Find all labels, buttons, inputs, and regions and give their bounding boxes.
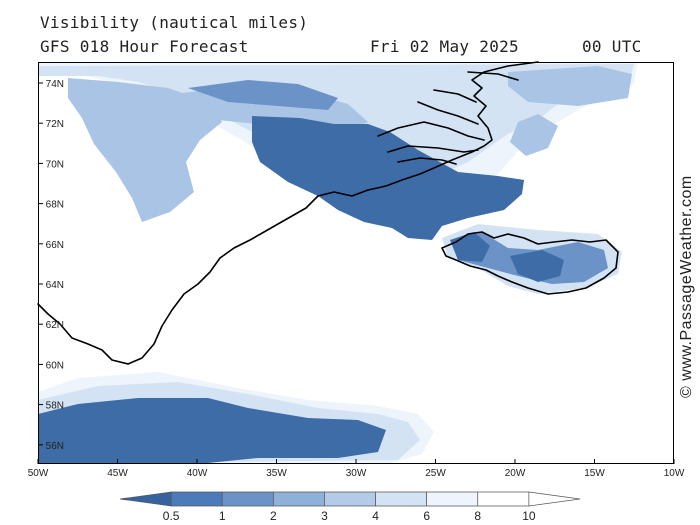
colorbar-segment [375, 491, 428, 507]
colorbar-labels: 0.5 1 2 3 4 6 8 10 [163, 509, 536, 523]
colorbar-label: 6 [423, 509, 430, 523]
lon-tick-label: 50W [28, 468, 49, 479]
lat-tick-label: 66N [46, 240, 64, 251]
colorbar-label: 3 [321, 509, 328, 523]
colorbar-label: 8 [474, 509, 481, 523]
lat-tick-label: 70N [46, 159, 64, 170]
lat-tick-label: 72N [46, 119, 64, 130]
lon-tick-label: 35W [266, 468, 287, 479]
visibility-zone-dark-denmark-strait [252, 116, 524, 240]
visibility-colorbar: 0.5 1 2 3 4 6 8 10 [119, 491, 581, 523]
lat-tick-label: 60N [46, 360, 64, 371]
colorbar-label: 10 [522, 509, 536, 523]
colorbar-label: 1 [219, 509, 226, 523]
visibility-zone-light-east [510, 114, 558, 156]
visibility-zone-dark-iceland-west [510, 250, 564, 282]
lon-tick-label: 20W [505, 468, 526, 479]
lon-tick-label: 40W [187, 468, 208, 479]
lon-tick-label: 45W [107, 468, 128, 479]
lon-tick-label: 10W [664, 468, 685, 479]
forecast-subtitle: GFS 018 Hour Forecast [40, 37, 249, 56]
map-title: Visibility (nautical miles) [40, 13, 309, 32]
lat-tick-label: 68N [46, 200, 64, 211]
lat-tick-label: 58N [46, 401, 64, 412]
colorbar-label: 2 [270, 509, 277, 523]
colorbar-segment [272, 491, 325, 507]
colorbar-segment [528, 491, 581, 507]
colorbar-label: 4 [372, 509, 379, 523]
greenland-east-fjords [377, 71, 519, 165]
colorbar-segment [477, 491, 530, 507]
visibility-fields [38, 62, 638, 464]
lat-tick-label: 74N [46, 79, 64, 90]
lat-tick-label: 62N [46, 320, 64, 331]
lon-tick-label: 25W [425, 468, 446, 479]
visibility-zone-dark-south [38, 398, 386, 464]
forecast-date: Fri 02 May 2025 [370, 37, 519, 56]
visibility-map: 74N 72N 70N 68N 66N 64N 62N 60N 58N 56N 50W 45W 40W… [28, 61, 685, 479]
greenland-coast [37, 61, 539, 365]
latitude-axis: 74N 72N 70N 68N 66N 64N 62N 60N 58N 56N [38, 79, 64, 452]
colorbar-segment [324, 491, 376, 507]
lat-tick-label: 56N [46, 441, 64, 452]
iceland-coast [441, 231, 619, 295]
colorbar-segment [426, 491, 479, 507]
visibility-zone-light-northeast [508, 66, 632, 106]
longitude-axis: 50W 45W 40W 35W 30W 25W 20W 15W 10W [28, 459, 685, 479]
visibility-zone-light-west [68, 78, 222, 222]
copyright-credit: © www.PassageWeather.com [678, 175, 695, 398]
visibility-zone-mid-north [188, 80, 338, 110]
colorbar-segment [119, 491, 172, 507]
coastlines [37, 61, 619, 365]
colorbar-label: 0.5 [163, 509, 180, 523]
colorbar-segment [221, 491, 274, 507]
colorbar-segments [119, 491, 581, 507]
colorbar-segment [170, 491, 223, 507]
lat-tick-label: 64N [46, 280, 64, 291]
lon-tick-label: 30W [346, 468, 367, 479]
forecast-time: 00 UTC [582, 37, 642, 56]
lon-tick-label: 15W [584, 468, 605, 479]
